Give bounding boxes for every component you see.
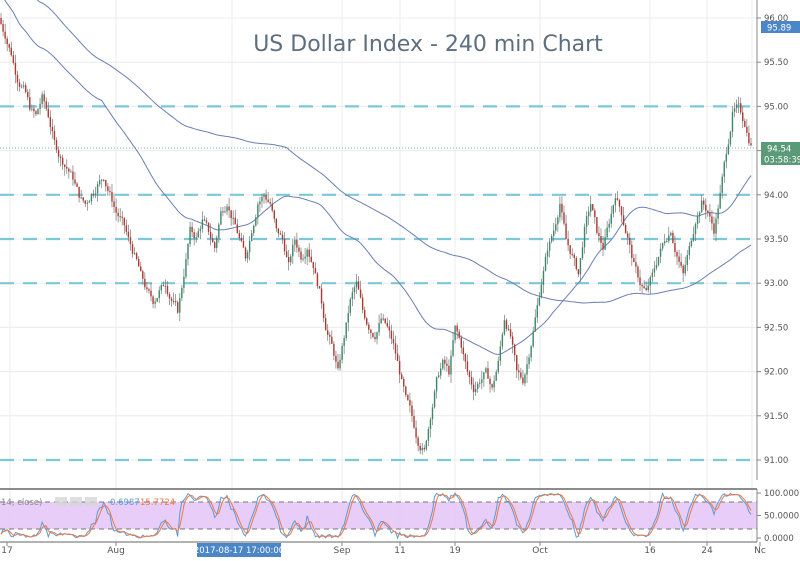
- indicator-close-icon[interactable]: [85, 497, 97, 506]
- candlesticks: [0, 13, 752, 455]
- osc-tick: 0.0000: [764, 534, 794, 544]
- support-resistance-levels: [0, 105, 757, 462]
- time-axis[interactable]: 17 Aug Sep 11 19 Oct 16 24 Nc: [1, 542, 766, 556]
- time-tick: Nc: [754, 546, 766, 556]
- osc-axis[interactable]: 100.000 50.0000 0.0000: [757, 489, 799, 544]
- price-axis[interactable]: 96.0095.5095.0094.5094.0093.5093.0092.50…: [757, 14, 788, 466]
- time-tick: 17: [1, 546, 12, 556]
- price-tick: 91.50: [764, 412, 788, 422]
- current-price-label-bg: [761, 142, 800, 154]
- price-tick: 92.00: [764, 368, 788, 378]
- crosshair-date-label-bg: [197, 543, 281, 557]
- stoch-d-value: 15.7724: [140, 498, 175, 508]
- osc-tick: 100.000: [764, 489, 799, 499]
- top-price-label: 95.89: [767, 24, 791, 34]
- osc-tick: 50.0000: [764, 512, 799, 522]
- indicator-hide-icon[interactable]: [70, 497, 82, 506]
- chart-title: US Dollar Index - 240 min Chart: [253, 32, 603, 57]
- time-tick: Aug: [107, 546, 125, 556]
- moving-averages: [4, 0, 752, 355]
- stochastic-pane: [0, 492, 757, 540]
- price-tick: 95.00: [764, 102, 788, 112]
- time-tick: Sep: [334, 546, 351, 556]
- indicator-settings-icon[interactable]: [55, 497, 67, 506]
- price-tick: 92.50: [764, 323, 788, 333]
- time-tick: 16: [644, 546, 656, 556]
- countdown-label: 03:58:39: [764, 156, 800, 166]
- price-tick: 96.00: [764, 14, 788, 24]
- crosshair-date-label: 2017-08-17 17:00:00: [194, 546, 284, 556]
- price-tick: 91.00: [764, 456, 788, 466]
- time-tick: 19: [449, 546, 461, 556]
- indicator-label: 14, close): [1, 498, 42, 508]
- price-tick: 93.50: [764, 235, 788, 245]
- price-tick: 94.00: [764, 191, 788, 201]
- time-tick: 24: [701, 546, 713, 556]
- time-tick: Oct: [532, 546, 548, 556]
- stoch-k-value: 0.6987: [110, 498, 140, 508]
- price-tick: 95.50: [764, 58, 788, 68]
- countdown-label-bg: [761, 154, 800, 165]
- top-price-label-bg: [761, 21, 800, 33]
- price-tick: 93.00: [764, 279, 788, 289]
- time-tick: 11: [394, 546, 405, 556]
- current-price-label: 94.54: [767, 145, 791, 155]
